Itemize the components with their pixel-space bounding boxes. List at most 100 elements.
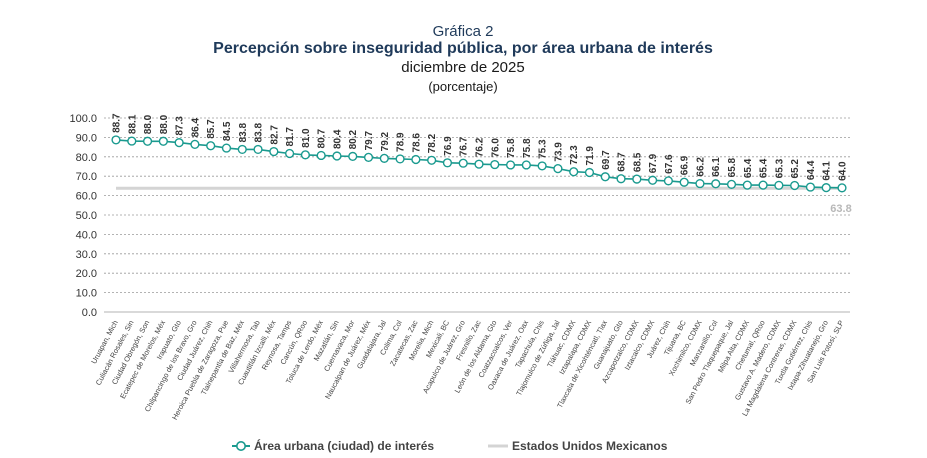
legend-city-label: Área urbana (ciudad) de interés — [254, 438, 434, 453]
legend-city-marker — [236, 440, 247, 451]
data-label: 88.0 — [143, 114, 154, 134]
city-point — [821, 183, 831, 193]
city-point — [237, 144, 247, 155]
data-label: 64.1 — [822, 161, 833, 181]
y-tick-label: 20.0 — [76, 268, 97, 280]
city-point — [521, 160, 531, 170]
data-label: 65.4 — [743, 158, 754, 178]
data-label: 88.0 — [159, 114, 170, 134]
city-point — [127, 136, 137, 146]
data-label: 69.7 — [601, 150, 612, 170]
data-label: 72.3 — [569, 145, 580, 165]
city-point — [584, 167, 595, 178]
city-point — [285, 148, 295, 159]
city-point — [174, 138, 184, 148]
data-label: 80.7 — [317, 129, 328, 149]
city-point — [332, 151, 342, 161]
city-point — [663, 176, 673, 186]
chart-subtitle: diciembre de 2025 — [401, 59, 524, 76]
data-label: 66.2 — [695, 157, 706, 177]
legend-national-label: Estados Unidos Mexicanos — [512, 439, 668, 453]
data-label: 75.8 — [522, 138, 533, 158]
data-labels: 88.7 88.1 88.0 88.0 87.3 86.4 85.7 84.5 83.8 83.8… — [112, 113, 849, 181]
y-tick-label: 10.0 — [76, 288, 97, 300]
chart-unit: (porcentaje) — [428, 79, 497, 94]
data-label: 67.6 — [664, 154, 675, 174]
city-point — [206, 141, 216, 151]
city-point — [142, 136, 153, 146]
city-point — [269, 146, 279, 157]
data-label: 64.4 — [806, 160, 817, 180]
data-label: 81.0 — [301, 128, 312, 148]
data-label: 71.9 — [585, 146, 596, 166]
city-point — [758, 180, 768, 190]
city-point — [505, 160, 516, 170]
city-series — [111, 135, 847, 193]
city-point — [632, 174, 642, 184]
city-point — [537, 161, 547, 171]
data-label: 64.0 — [838, 161, 849, 181]
city-point — [363, 152, 374, 162]
y-tick-label: 40.0 — [76, 229, 97, 241]
city-point — [111, 135, 121, 145]
data-label: 65.3 — [774, 158, 785, 178]
data-label: 86.4 — [190, 117, 201, 137]
data-label: 73.9 — [553, 142, 564, 162]
city-point — [316, 150, 326, 161]
data-label: 75.8 — [506, 138, 517, 158]
data-label: 78.6 — [411, 133, 422, 153]
national-value-label: 63.8 — [830, 203, 851, 215]
city-point — [695, 178, 705, 189]
data-label: 68.5 — [632, 152, 643, 172]
y-tick-label: 90.0 — [76, 132, 97, 144]
chart-kicker: Gráfica 2 — [433, 23, 494, 40]
city-point — [726, 179, 737, 189]
city-point — [616, 174, 626, 184]
y-tick-label: 0.0 — [82, 307, 97, 319]
data-label: 88.1 — [127, 114, 138, 134]
data-label: 80.4 — [332, 129, 343, 149]
data-label: 66.1 — [711, 157, 722, 177]
city-point — [837, 183, 847, 193]
data-label: 76.2 — [475, 137, 486, 157]
data-label: 65.4 — [759, 158, 770, 178]
city-point — [742, 180, 752, 190]
y-tick-label: 80.0 — [76, 152, 97, 164]
data-label: 76.9 — [443, 136, 454, 156]
city-point — [790, 180, 800, 191]
city-point — [553, 164, 563, 174]
city-point — [569, 167, 579, 177]
city-point — [379, 153, 389, 163]
city-point — [711, 179, 721, 189]
data-label: 68.7 — [617, 152, 628, 172]
city-point — [774, 180, 784, 190]
city-point — [474, 159, 484, 169]
city-point — [427, 155, 437, 165]
city-point — [805, 182, 816, 192]
data-label: 87.3 — [175, 116, 186, 136]
data-label: 76.7 — [459, 136, 470, 156]
y-tick-label: 70.0 — [76, 171, 97, 183]
data-label: 79.7 — [364, 130, 375, 150]
data-label: 79.2 — [380, 131, 391, 151]
city-point — [442, 158, 453, 168]
data-label: 76.0 — [490, 138, 501, 158]
data-label: 88.7 — [112, 113, 123, 133]
y-tick-label: 60.0 — [76, 191, 97, 203]
data-label: 65.2 — [790, 159, 801, 179]
city-point — [600, 172, 610, 182]
city-point — [158, 136, 168, 146]
data-label: 84.5 — [222, 121, 233, 141]
national-series: 63.8 — [116, 186, 852, 215]
city-point — [490, 159, 500, 170]
y-axis: 0.0 10.0 20.0 30.0 40.0 50.0 60.0 70.0 80.0 90.0 1… — [69, 113, 97, 319]
gridlines — [104, 117, 850, 313]
city-point — [458, 158, 468, 168]
city-point — [348, 151, 358, 162]
data-label: 75.3 — [538, 139, 549, 159]
city-point — [221, 143, 232, 153]
city-point — [679, 177, 689, 187]
data-label: 83.8 — [238, 123, 249, 143]
legend: Área urbana (ciudad) de interés Estados … — [232, 438, 668, 453]
